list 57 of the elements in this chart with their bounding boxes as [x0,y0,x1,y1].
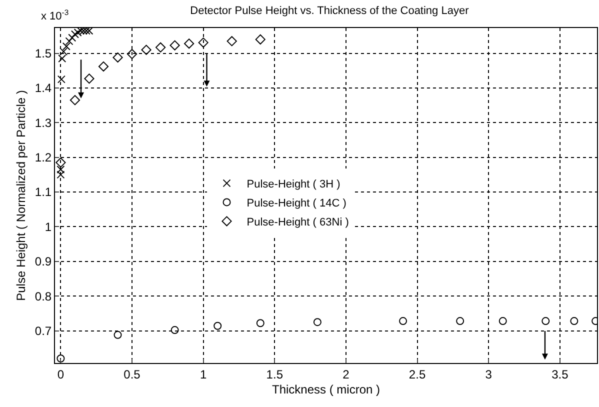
chart-title: Detector Pulse Height vs. Thickness of the Coating Layer [190,4,470,17]
legend-label: Pulse-Height ( 63Ni ) [246,216,349,228]
point [313,318,322,326]
point [570,317,578,326]
point [170,326,179,334]
point [126,48,138,60]
point [84,74,94,84]
point [214,322,222,330]
x-tick-label: 0 [57,367,64,382]
y-tick-label: 1.3 [34,116,52,130]
point [68,34,76,42]
y-tick-label: 0.8 [34,289,52,304]
point [170,40,180,50]
y-tick-label: 1.4 [34,81,52,96]
legend-label: Pulse-Height ( 3H ) [246,178,340,190]
point [114,330,122,339]
point [65,37,74,46]
point [399,317,408,326]
y-tick-label: 0.9 [34,254,52,269]
point [70,30,79,38]
point [58,54,66,63]
y-tick-label: 1.5 [34,46,52,61]
y-tick-label: 1 [44,220,52,234]
point [56,170,65,179]
y-tick-label: 1.1 [34,185,52,200]
point [62,42,70,50]
y-axis-title: Pulse Height ( Normalized per Particle ) [14,90,28,301]
x-tick-label: 2 [342,367,350,382]
point [498,317,507,326]
point [184,38,194,49]
x-tick-label: 3.5 [552,367,569,382]
x-tick-label: 1.5 [266,367,284,382]
point [98,61,109,72]
point [256,319,264,328]
x-tick-label: 3 [485,367,492,382]
point [56,165,65,174]
x-tick-label: 2.5 [408,367,426,382]
point [56,354,65,362]
point [56,158,66,168]
point [198,38,208,48]
y-tick-label: 1.2 [34,150,52,165]
point [70,95,80,106]
point [456,317,464,326]
text: x 10$^{-3}$ [41,8,69,23]
x-axis-title: Thickness ( micron ) [272,382,380,396]
point [141,44,152,55]
point [60,48,68,56]
x-tick-label: 0.5 [124,367,141,382]
x-tick-label: 1 [200,367,207,382]
legend-label: Pulse-Height ( 14C ) [246,197,346,210]
y-tick-label: 0.7 [34,324,52,338]
point [156,42,166,52]
point [226,36,237,46]
point [255,34,266,44]
point [112,52,123,63]
point [57,75,66,84]
point [542,317,550,326]
